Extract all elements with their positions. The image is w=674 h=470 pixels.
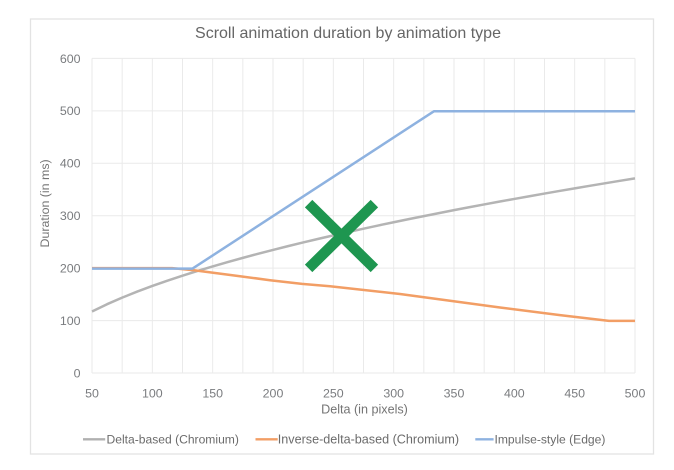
svg-text:Delta-based (Chromium): Delta-based (Chromium) [107, 433, 239, 447]
svg-text:400: 400 [504, 387, 525, 401]
svg-text:50: 50 [85, 387, 99, 401]
svg-text:200: 200 [60, 262, 81, 276]
svg-text:300: 300 [383, 387, 404, 401]
svg-text:Duration (in ms): Duration (in ms) [38, 159, 52, 247]
svg-text:500: 500 [625, 387, 646, 401]
svg-text:Inverse-delta-based (Chromium): Inverse-delta-based (Chromium) [278, 433, 459, 447]
svg-text:450: 450 [564, 387, 585, 401]
svg-text:600: 600 [60, 52, 81, 66]
svg-text:500: 500 [60, 104, 81, 118]
svg-text:100: 100 [60, 314, 81, 328]
svg-text:400: 400 [60, 157, 81, 171]
svg-text:300: 300 [60, 209, 81, 223]
svg-text:250: 250 [323, 387, 344, 401]
svg-text:100: 100 [142, 387, 163, 401]
svg-text:350: 350 [444, 387, 465, 401]
svg-text:200: 200 [263, 387, 284, 401]
svg-text:Scroll animation duration by a: Scroll animation duration by animation t… [195, 25, 501, 42]
svg-text:150: 150 [202, 387, 223, 401]
svg-text:Impulse-style (Edge): Impulse-style (Edge) [495, 433, 606, 447]
svg-text:0: 0 [74, 366, 81, 380]
svg-text:Delta (in pixels): Delta (in pixels) [321, 403, 408, 417]
